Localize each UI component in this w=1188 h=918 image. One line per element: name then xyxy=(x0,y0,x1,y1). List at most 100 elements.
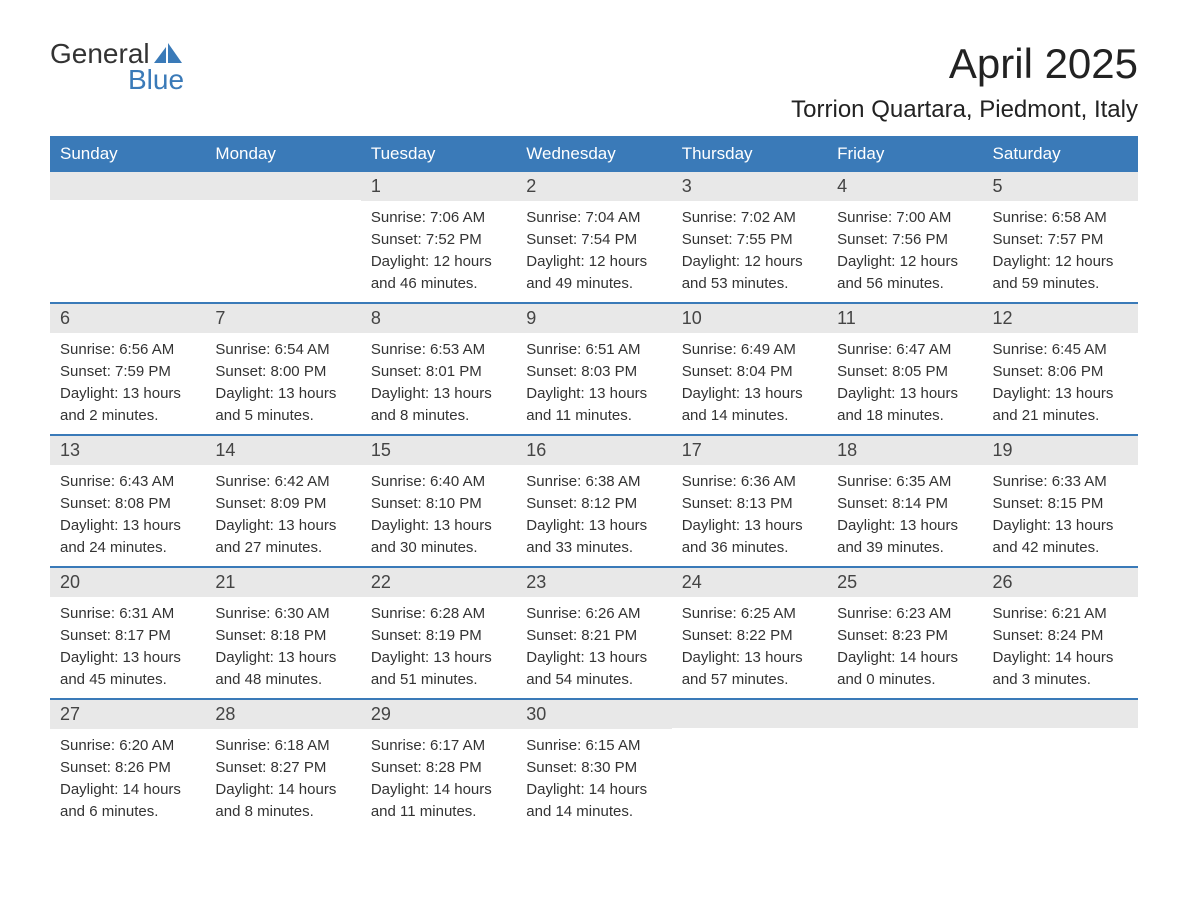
day-cell: 9Sunrise: 6:51 AMSunset: 8:03 PMDaylight… xyxy=(516,304,671,434)
daylight-text-line1: Daylight: 13 hours xyxy=(682,647,817,668)
day-content: Sunrise: 6:53 AMSunset: 8:01 PMDaylight:… xyxy=(361,333,516,433)
daylight-text-line2: and 27 minutes. xyxy=(215,537,350,558)
day-number: 4 xyxy=(827,172,982,201)
day-number: 27 xyxy=(50,700,205,729)
day-cell: 17Sunrise: 6:36 AMSunset: 8:13 PMDayligh… xyxy=(672,436,827,566)
daylight-text-line1: Daylight: 13 hours xyxy=(682,383,817,404)
day-number: 18 xyxy=(827,436,982,465)
sunset-text: Sunset: 8:30 PM xyxy=(526,757,661,778)
day-cell: 24Sunrise: 6:25 AMSunset: 8:22 PMDayligh… xyxy=(672,568,827,698)
day-cell xyxy=(205,172,360,302)
daylight-text-line1: Daylight: 12 hours xyxy=(682,251,817,272)
daylight-text-line2: and 24 minutes. xyxy=(60,537,195,558)
sunrise-text: Sunrise: 6:20 AM xyxy=(60,735,195,756)
weekday-header: Friday xyxy=(827,136,982,172)
daylight-text-line1: Daylight: 14 hours xyxy=(60,779,195,800)
day-number: 19 xyxy=(983,436,1138,465)
sunrise-text: Sunrise: 6:30 AM xyxy=(215,603,350,624)
sunset-text: Sunset: 8:18 PM xyxy=(215,625,350,646)
week-row: 20Sunrise: 6:31 AMSunset: 8:17 PMDayligh… xyxy=(50,566,1138,698)
day-cell: 30Sunrise: 6:15 AMSunset: 8:30 PMDayligh… xyxy=(516,700,671,830)
daylight-text-line1: Daylight: 14 hours xyxy=(837,647,972,668)
sunset-text: Sunset: 8:04 PM xyxy=(682,361,817,382)
day-number: 30 xyxy=(516,700,671,729)
day-cell: 14Sunrise: 6:42 AMSunset: 8:09 PMDayligh… xyxy=(205,436,360,566)
day-number xyxy=(50,172,205,200)
day-number xyxy=(672,700,827,728)
day-cell xyxy=(50,172,205,302)
day-number: 26 xyxy=(983,568,1138,597)
weekday-header: Sunday xyxy=(50,136,205,172)
day-cell: 26Sunrise: 6:21 AMSunset: 8:24 PMDayligh… xyxy=(983,568,1138,698)
day-number: 14 xyxy=(205,436,360,465)
daylight-text-line2: and 5 minutes. xyxy=(215,405,350,426)
day-content: Sunrise: 6:18 AMSunset: 8:27 PMDaylight:… xyxy=(205,729,360,829)
day-number: 28 xyxy=(205,700,360,729)
day-content: Sunrise: 6:45 AMSunset: 8:06 PMDaylight:… xyxy=(983,333,1138,433)
sunset-text: Sunset: 8:08 PM xyxy=(60,493,195,514)
sunrise-text: Sunrise: 6:45 AM xyxy=(993,339,1128,360)
day-cell: 6Sunrise: 6:56 AMSunset: 7:59 PMDaylight… xyxy=(50,304,205,434)
day-content: Sunrise: 6:36 AMSunset: 8:13 PMDaylight:… xyxy=(672,465,827,565)
daylight-text-line1: Daylight: 12 hours xyxy=(526,251,661,272)
logo-text-blue: Blue xyxy=(50,66,184,94)
sunrise-text: Sunrise: 6:53 AM xyxy=(371,339,506,360)
day-content: Sunrise: 7:06 AMSunset: 7:52 PMDaylight:… xyxy=(361,201,516,301)
day-number: 24 xyxy=(672,568,827,597)
day-number: 6 xyxy=(50,304,205,333)
sunrise-text: Sunrise: 6:23 AM xyxy=(837,603,972,624)
day-number: 25 xyxy=(827,568,982,597)
daylight-text-line2: and 53 minutes. xyxy=(682,273,817,294)
sunrise-text: Sunrise: 6:25 AM xyxy=(682,603,817,624)
daylight-text-line1: Daylight: 13 hours xyxy=(837,383,972,404)
daylight-text-line1: Daylight: 12 hours xyxy=(837,251,972,272)
sunset-text: Sunset: 8:21 PM xyxy=(526,625,661,646)
daylight-text-line2: and 8 minutes. xyxy=(215,801,350,822)
sunrise-text: Sunrise: 6:56 AM xyxy=(60,339,195,360)
daylight-text-line2: and 8 minutes. xyxy=(371,405,506,426)
day-content: Sunrise: 6:35 AMSunset: 8:14 PMDaylight:… xyxy=(827,465,982,565)
header: General Blue April 2025 Torrion Quartara… xyxy=(50,40,1138,124)
day-content: Sunrise: 6:20 AMSunset: 8:26 PMDaylight:… xyxy=(50,729,205,829)
sunrise-text: Sunrise: 6:51 AM xyxy=(526,339,661,360)
sunset-text: Sunset: 8:15 PM xyxy=(993,493,1128,514)
daylight-text-line2: and 11 minutes. xyxy=(526,405,661,426)
sunrise-text: Sunrise: 6:31 AM xyxy=(60,603,195,624)
daylight-text-line2: and 46 minutes. xyxy=(371,273,506,294)
sunset-text: Sunset: 8:17 PM xyxy=(60,625,195,646)
location-text: Torrion Quartara, Piedmont, Italy xyxy=(791,96,1138,124)
daylight-text-line1: Daylight: 12 hours xyxy=(371,251,506,272)
day-cell xyxy=(672,700,827,830)
day-number: 5 xyxy=(983,172,1138,201)
day-number: 10 xyxy=(672,304,827,333)
sunset-text: Sunset: 7:55 PM xyxy=(682,229,817,250)
daylight-text-line2: and 45 minutes. xyxy=(60,669,195,690)
day-cell: 19Sunrise: 6:33 AMSunset: 8:15 PMDayligh… xyxy=(983,436,1138,566)
day-content: Sunrise: 7:04 AMSunset: 7:54 PMDaylight:… xyxy=(516,201,671,301)
weekday-header-row: Sunday Monday Tuesday Wednesday Thursday… xyxy=(50,136,1138,172)
day-cell: 7Sunrise: 6:54 AMSunset: 8:00 PMDaylight… xyxy=(205,304,360,434)
day-content: Sunrise: 6:42 AMSunset: 8:09 PMDaylight:… xyxy=(205,465,360,565)
daylight-text-line2: and 0 minutes. xyxy=(837,669,972,690)
day-content: Sunrise: 6:15 AMSunset: 8:30 PMDaylight:… xyxy=(516,729,671,829)
day-number: 17 xyxy=(672,436,827,465)
sunrise-text: Sunrise: 6:40 AM xyxy=(371,471,506,492)
sunrise-text: Sunrise: 6:36 AM xyxy=(682,471,817,492)
sunrise-text: Sunrise: 6:43 AM xyxy=(60,471,195,492)
day-cell xyxy=(827,700,982,830)
day-number: 22 xyxy=(361,568,516,597)
sunset-text: Sunset: 8:03 PM xyxy=(526,361,661,382)
daylight-text-line2: and 6 minutes. xyxy=(60,801,195,822)
sunrise-text: Sunrise: 6:58 AM xyxy=(993,207,1128,228)
day-content: Sunrise: 7:02 AMSunset: 7:55 PMDaylight:… xyxy=(672,201,827,301)
daylight-text-line2: and 51 minutes. xyxy=(371,669,506,690)
week-row: 6Sunrise: 6:56 AMSunset: 7:59 PMDaylight… xyxy=(50,302,1138,434)
daylight-text-line2: and 30 minutes. xyxy=(371,537,506,558)
daylight-text-line1: Daylight: 13 hours xyxy=(526,515,661,536)
daylight-text-line1: Daylight: 13 hours xyxy=(215,383,350,404)
day-cell xyxy=(983,700,1138,830)
daylight-text-line2: and 39 minutes. xyxy=(837,537,972,558)
week-row: 1Sunrise: 7:06 AMSunset: 7:52 PMDaylight… xyxy=(50,172,1138,302)
day-number: 8 xyxy=(361,304,516,333)
day-content: Sunrise: 6:43 AMSunset: 8:08 PMDaylight:… xyxy=(50,465,205,565)
